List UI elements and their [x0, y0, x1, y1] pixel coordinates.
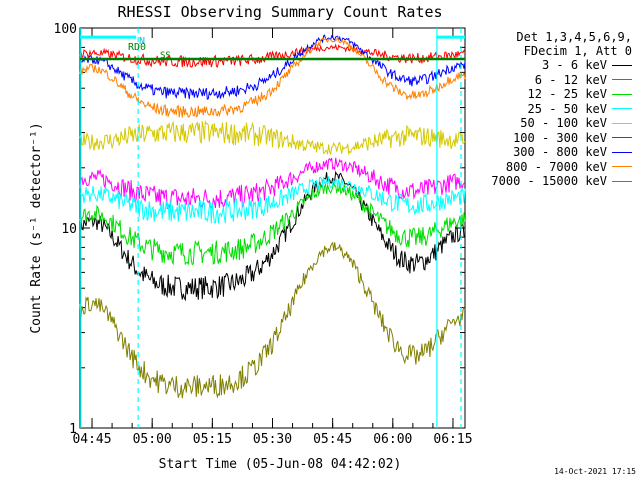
legend-item-label: 6 - 12 keV [534, 72, 607, 87]
legend-item: 6 - 12 keV [462, 73, 632, 88]
legend-swatch [612, 180, 632, 182]
legend-item-label: 100 - 300 keV [513, 130, 607, 145]
x-tick-label: 06:15 [433, 432, 472, 447]
timestamp: 14-Oct-2021 17:15 [554, 467, 636, 476]
legend-item: 100 - 300 keV [462, 131, 632, 146]
series-line-9 [79, 241, 466, 399]
series-line-3 [79, 181, 466, 266]
legend-item-label: 800 - 7000 keV [505, 159, 607, 174]
x-tick-label: 06:00 [373, 432, 412, 447]
x-axis-label: Start Time (05-Jun-08 04:42:02) [159, 457, 402, 472]
legend-item-label: 7000 - 15000 keV [491, 174, 607, 188]
legend-swatch [612, 64, 632, 66]
legend-item: 800 - 7000 keV [462, 160, 632, 175]
flag-ss-label: SS [160, 51, 171, 61]
series-line-4 [79, 176, 466, 224]
y-tick-label: 1 [69, 422, 77, 437]
legend-item: 7000 - 15000 keV [462, 174, 632, 189]
x-tick-label: 05:15 [193, 432, 232, 447]
series-line-1 [79, 170, 466, 302]
legend-header-line: Det 1,3,4,5,6,9, [516, 30, 632, 44]
legend-swatch [612, 108, 632, 110]
legend-item: 300 - 800 keV [462, 145, 632, 160]
x-tick-label: 05:00 [133, 432, 172, 447]
legend-item-label: 3 - 6 keV [541, 58, 607, 72]
legend-swatch [612, 93, 632, 95]
flag-n-label: N [139, 36, 145, 47]
x-tick-label: 05:45 [313, 432, 352, 447]
chart-title: RHESSI Observing Summary Count Rates [117, 3, 442, 21]
series-line-2 [79, 157, 466, 210]
legend-item: 3 - 6 keV [462, 58, 632, 73]
legend-item-label: 12 - 25 keV [527, 87, 607, 101]
y-tick-label: 10 [61, 222, 77, 237]
legend-swatch [612, 122, 632, 124]
legend-swatch [612, 137, 632, 139]
legend-swatch [612, 166, 632, 168]
legend-header-line: FDecim 1, Att 0 [523, 44, 632, 58]
legend-item-label: 25 - 50 keV [527, 101, 607, 116]
legend-item: 25 - 50 keV [462, 102, 632, 117]
series-line-8 [79, 35, 466, 118]
legend-item: 50 - 100 keV [462, 116, 632, 131]
legend-item-label: 50 - 100 keV [520, 116, 607, 130]
flag-rd-label: RD0 [128, 42, 146, 53]
y-tick-label: 100 [54, 22, 77, 37]
series-line-5 [79, 119, 466, 156]
x-tick-label: 05:30 [253, 432, 292, 447]
legend-item-label: 300 - 800 keV [513, 145, 607, 159]
x-tick-label: 04:45 [72, 432, 111, 447]
legend-swatch [612, 79, 632, 81]
series-line-7 [79, 34, 466, 100]
legend-item: 12 - 25 keV [462, 87, 632, 102]
y-axis-label: Count Rate (s⁻¹ detector⁻¹) [29, 122, 44, 333]
legend-swatch [612, 151, 632, 153]
